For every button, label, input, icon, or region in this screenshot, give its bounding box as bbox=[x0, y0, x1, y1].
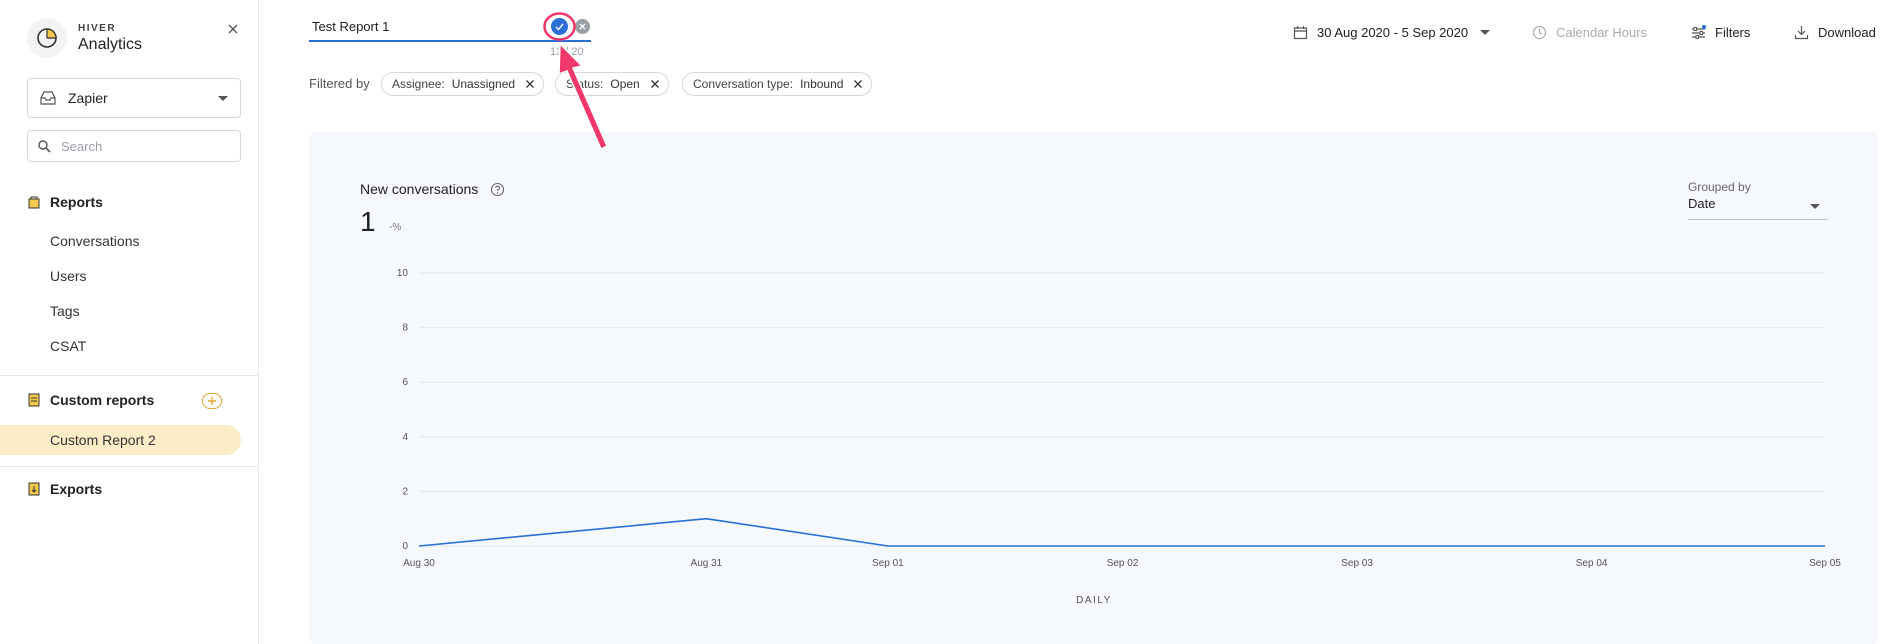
hiver-logo-icon bbox=[27, 18, 67, 58]
filter-chip-value: Inbound bbox=[800, 77, 844, 91]
calendar-hours-label: Calendar Hours bbox=[1556, 25, 1648, 40]
custom-reports-heading[interactable]: Custom reports bbox=[27, 392, 154, 408]
grouped-by-label: Grouped by bbox=[1688, 180, 1751, 194]
grouped-by-select[interactable]: Date bbox=[1688, 196, 1828, 220]
y-tick-label: 0 bbox=[402, 541, 408, 552]
clock-icon bbox=[1532, 25, 1547, 40]
y-tick-label: 2 bbox=[402, 486, 408, 497]
x-tick-label: Aug 31 bbox=[691, 558, 723, 569]
total-count: 1 bbox=[360, 206, 376, 237]
sidebar-item-conversations[interactable]: Conversations bbox=[50, 233, 140, 249]
reports-icon bbox=[28, 196, 40, 209]
cancel-title-button[interactable] bbox=[575, 19, 590, 34]
line-chart: 0 2 4 6 8 10 Aug 30 Aug 31 Sep 01 Sep 02 Sep 03 Sep… bbox=[397, 268, 1841, 569]
y-tick-label: 6 bbox=[402, 377, 408, 388]
filter-chip-assignee[interactable]: Assignee: Unassigned bbox=[381, 72, 545, 96]
sliders-icon bbox=[1692, 25, 1706, 39]
reports-heading-label: Reports bbox=[50, 194, 103, 210]
filter-chip-key: Conversation type: bbox=[693, 77, 794, 91]
exports-icon bbox=[28, 482, 40, 496]
remove-filter-icon[interactable] bbox=[650, 79, 660, 89]
x-axis-caption: DAILY bbox=[1076, 595, 1112, 606]
plus-icon bbox=[208, 397, 216, 405]
search-icon bbox=[38, 139, 51, 153]
series-line bbox=[418, 517, 1825, 547]
sidebar-item-users[interactable]: Users bbox=[50, 268, 87, 284]
filters-label: Filters bbox=[1715, 25, 1751, 40]
date-range-value: 30 Aug 2020 - 5 Sep 2020 bbox=[1317, 25, 1469, 40]
brand-company: HIVER bbox=[78, 22, 117, 34]
close-sidebar-icon[interactable] bbox=[226, 22, 242, 38]
download-button[interactable]: Download bbox=[1794, 25, 1876, 40]
filter-chip-key: Status: bbox=[566, 77, 604, 91]
filter-chip-conversation-type[interactable]: Conversation type: Inbound bbox=[682, 72, 873, 96]
new-conversations-card: New conversations 1 -% Grouped by Date 0… bbox=[309, 132, 1879, 644]
sidebar-item-csat[interactable]: CSAT bbox=[50, 338, 87, 354]
close-icon bbox=[579, 23, 586, 30]
filters-button[interactable]: Filters bbox=[1691, 25, 1750, 40]
report-title-editor bbox=[309, 14, 591, 42]
sidebar-divider bbox=[0, 375, 259, 376]
report-title-input[interactable] bbox=[309, 14, 529, 38]
percent-change: -% bbox=[389, 222, 402, 233]
chevron-down-icon bbox=[218, 96, 228, 101]
chart-title: New conversations bbox=[360, 181, 505, 197]
inbox-select[interactable]: Zapier bbox=[27, 78, 241, 118]
calendar-icon bbox=[1293, 26, 1308, 40]
download-icon bbox=[1794, 26, 1809, 40]
y-tick-label: 4 bbox=[402, 432, 408, 443]
help-circle-icon[interactable] bbox=[490, 182, 505, 197]
remove-filter-icon[interactable] bbox=[525, 79, 535, 89]
y-tick-label: 10 bbox=[397, 268, 409, 279]
filter-chip-key: Assignee: bbox=[392, 77, 445, 91]
check-icon bbox=[555, 23, 564, 31]
brand-app-name: Analytics bbox=[78, 35, 143, 53]
search-input[interactable] bbox=[61, 138, 221, 154]
filtered-by-label: Filtered by bbox=[309, 76, 370, 91]
y-tick-label: 8 bbox=[402, 323, 408, 334]
x-tick-label: Sep 05 bbox=[1809, 558, 1841, 569]
title-char-count: 13 / 20 bbox=[550, 46, 584, 58]
chart-title-text: New conversations bbox=[360, 181, 479, 197]
reports-heading[interactable]: Reports bbox=[27, 194, 103, 210]
brand: HIVER Analytics bbox=[27, 18, 142, 58]
chevron-down-icon bbox=[1810, 204, 1820, 209]
calendar-hours-toggle[interactable]: Calendar Hours bbox=[1532, 25, 1647, 40]
filter-chip-value: Open bbox=[610, 77, 640, 91]
exports-heading[interactable]: Exports bbox=[27, 481, 102, 497]
grouped-by-value: Date bbox=[1688, 196, 1716, 211]
inbox-icon bbox=[40, 91, 56, 105]
custom-reports-label: Custom reports bbox=[50, 392, 155, 408]
x-tick-label: Aug 30 bbox=[403, 558, 435, 569]
sidebar-item-custom-report-2[interactable]: Custom Report 2 bbox=[0, 425, 241, 455]
x-tick-label: Sep 04 bbox=[1576, 558, 1608, 569]
x-tick-label: Sep 03 bbox=[1341, 558, 1373, 569]
custom-reports-icon bbox=[28, 393, 40, 407]
x-tick-label: Sep 02 bbox=[1107, 558, 1139, 569]
filter-chip-value: Unassigned bbox=[451, 77, 516, 91]
confirm-title-button[interactable] bbox=[551, 18, 568, 35]
sidebar-item-tags[interactable]: Tags bbox=[50, 303, 80, 319]
remove-filter-icon[interactable] bbox=[853, 79, 863, 89]
inbox-select-value: Zapier bbox=[68, 90, 108, 106]
sidebar-divider bbox=[0, 466, 259, 467]
x-tick-label: Sep 01 bbox=[872, 558, 904, 569]
date-range-picker[interactable]: 30 Aug 2020 - 5 Sep 2020 bbox=[1293, 25, 1491, 40]
sidebar: HIVER Analytics Zapier Reports bbox=[0, 0, 259, 644]
chevron-down-icon bbox=[1480, 30, 1491, 35]
sidebar-search[interactable] bbox=[27, 130, 241, 162]
exports-heading-label: Exports bbox=[50, 481, 103, 497]
download-label: Download bbox=[1818, 25, 1876, 40]
add-custom-report-button[interactable] bbox=[202, 393, 222, 409]
filter-chip-status[interactable]: Status: Open bbox=[555, 72, 669, 96]
